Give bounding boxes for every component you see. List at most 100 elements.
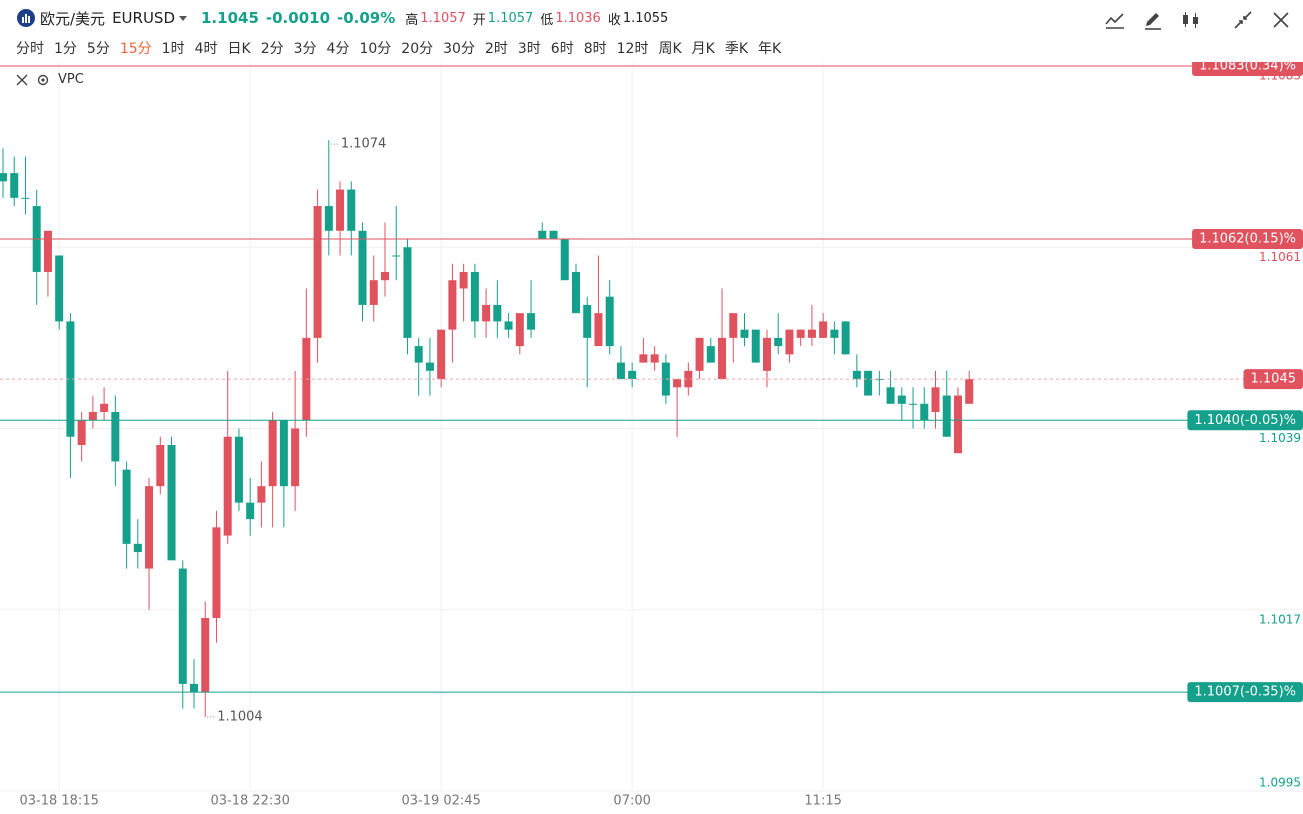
candle-body xyxy=(729,313,738,338)
candle-body xyxy=(706,346,715,363)
timeframe-tab[interactable]: 3分 xyxy=(293,41,317,57)
y-tick-label: 1.0995 xyxy=(1259,776,1301,790)
timeframe-tab[interactable]: 15分 xyxy=(119,41,152,57)
tool-close[interactable] xyxy=(1269,8,1293,32)
candle-body xyxy=(571,271,580,314)
candle-body xyxy=(358,230,367,305)
candle-body xyxy=(0,173,7,182)
stat-label: 高 xyxy=(405,12,419,28)
price-line-label: 1.1007(-0.35)% xyxy=(1187,682,1303,703)
tool-indicator[interactable] xyxy=(1103,8,1127,32)
timeframe-tab[interactable]: 年K xyxy=(758,41,782,57)
timeframe-tab[interactable]: 12时 xyxy=(616,41,649,57)
candle-body xyxy=(616,362,625,380)
timeframe-tab[interactable]: 季K xyxy=(724,41,749,57)
candle-body xyxy=(336,189,345,231)
candle-body xyxy=(909,403,918,405)
stat-value: 1.1036 xyxy=(555,10,601,26)
price-line-label-box xyxy=(1192,229,1303,250)
change: -0.0010 xyxy=(265,9,330,27)
price-line-label: 1.1040(-0.05)% xyxy=(1187,410,1303,431)
tool-chart-type[interactable] xyxy=(1179,8,1203,32)
timeframe-tab[interactable]: 6时 xyxy=(550,41,574,57)
candle-body xyxy=(796,329,805,338)
quote-row: 欧元/美元 EURUSD 1.1045 -0.0010 -0.09% 高 1.1… xyxy=(16,6,675,30)
tool-draw[interactable] xyxy=(1141,8,1165,32)
candle-body xyxy=(931,387,940,413)
candle-body xyxy=(167,444,176,561)
candle-body xyxy=(324,206,333,231)
candle-body xyxy=(751,329,760,363)
candle-body xyxy=(380,271,389,281)
candle-body xyxy=(234,436,243,503)
stat-value: 1.1055 xyxy=(622,10,669,26)
stat-label: 低 xyxy=(540,12,554,28)
candle-body xyxy=(695,337,704,371)
timeframe-tab[interactable]: 4时 xyxy=(194,41,218,57)
tool-collapse[interactable] xyxy=(1231,8,1255,32)
dropdown-caret[interactable] xyxy=(177,13,189,23)
timeframe-tab[interactable]: 10分 xyxy=(359,41,392,57)
indicator-remove[interactable] xyxy=(16,74,28,86)
candle-body xyxy=(156,444,165,487)
symbol-icon xyxy=(17,9,35,27)
timeframe-tab[interactable]: 日K xyxy=(227,41,251,57)
candle-body xyxy=(88,412,97,421)
candle-body xyxy=(673,379,682,388)
timeframe-tab[interactable]: 8时 xyxy=(583,41,607,57)
timeframe-tab[interactable]: 5分 xyxy=(86,41,110,57)
price-line-label: 1.1062(0.15)% xyxy=(1192,229,1303,250)
candle-body xyxy=(313,206,322,338)
symbol-name[interactable]: 欧元/美元 xyxy=(40,9,106,28)
timeframe-tab[interactable]: 分时 xyxy=(16,41,44,57)
candle-body xyxy=(684,370,693,388)
x-tick-label: 03-18 22:30 xyxy=(210,794,289,809)
candle-body xyxy=(549,230,558,240)
candle-body xyxy=(774,337,783,347)
timeframe-tab[interactable]: 1分 xyxy=(54,41,77,57)
candle-body xyxy=(504,321,513,330)
candle-body xyxy=(145,486,154,569)
candle-body xyxy=(482,304,491,322)
max-annotation: 1.1074 xyxy=(341,137,387,152)
candle-body xyxy=(111,412,120,462)
candle-body xyxy=(437,329,446,380)
candle-body xyxy=(864,370,873,396)
candle-body xyxy=(493,304,502,322)
candle-body xyxy=(852,370,861,380)
last-price-label-box xyxy=(1243,369,1303,390)
indicator-legend: VPC xyxy=(16,72,84,87)
candle-body xyxy=(392,255,401,257)
stat-value: 1.1057 xyxy=(487,10,534,26)
candle-body xyxy=(223,436,232,536)
candle-body xyxy=(650,354,659,363)
candle-body xyxy=(257,486,266,503)
y-tick-label: 1.1039 xyxy=(1259,431,1301,445)
candle-body xyxy=(55,255,64,322)
timeframe-tab[interactable]: 30分 xyxy=(443,41,475,57)
timeframe-tab[interactable]: 4分 xyxy=(326,41,350,57)
x-tick-label: 03-19 02:45 xyxy=(401,794,480,809)
timeframe-tab[interactable]: 周K xyxy=(658,41,682,57)
timeframe-tab[interactable]: 20分 xyxy=(401,41,434,57)
indicator-settings[interactable] xyxy=(36,73,50,87)
candle-body xyxy=(459,271,468,289)
timeframe-tab[interactable]: 1时 xyxy=(161,41,185,57)
candle-body xyxy=(470,271,479,322)
timeframe-tab[interactable]: 2分 xyxy=(260,41,284,57)
indicator-name: VPC xyxy=(58,72,84,87)
candle-body xyxy=(841,321,850,355)
candle-body xyxy=(10,173,19,198)
header: 欧元/美元 EURUSD 1.1045 -0.0010 -0.09% 高 1.1… xyxy=(0,0,1303,62)
candle-body xyxy=(762,337,771,371)
candle-body xyxy=(718,337,727,380)
timeframe-tab[interactable]: 月K xyxy=(691,41,715,57)
candle-body xyxy=(639,354,648,363)
stat-label: 开 xyxy=(472,12,486,28)
timeframe-tab[interactable]: 3时 xyxy=(517,41,541,57)
price-line-label-text: 1.1083(0.34)% xyxy=(1199,59,1296,74)
min-annotation: 1.1004 xyxy=(217,709,262,724)
timeframe-tab[interactable]: 2时 xyxy=(484,41,508,57)
symbol-code[interactable]: EURUSD xyxy=(112,9,175,27)
